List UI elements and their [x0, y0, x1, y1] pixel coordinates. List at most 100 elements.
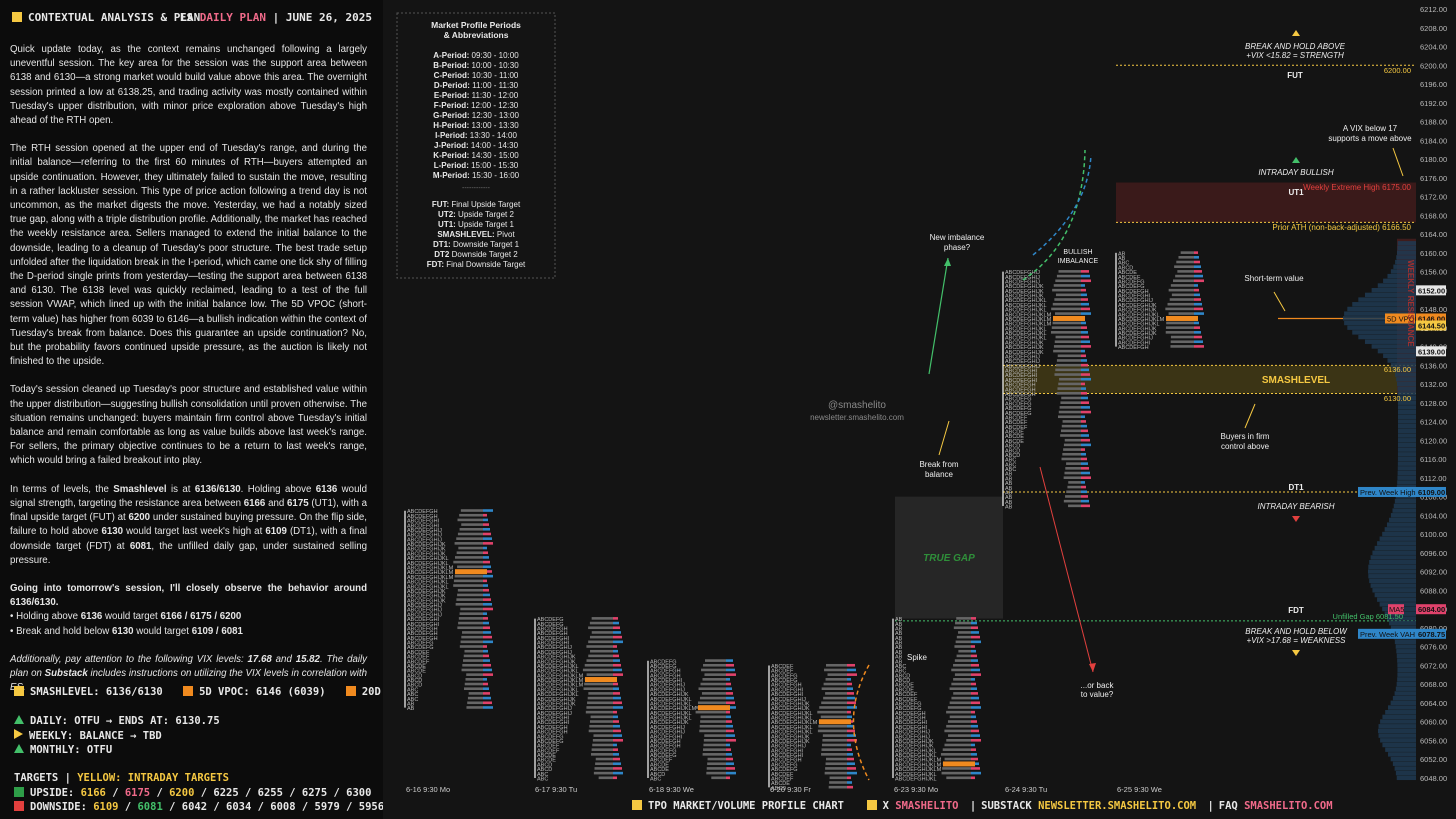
targets-title: TARGETS | YELLOW: INTRADAY TARGETS — [14, 771, 384, 786]
price-tick-label: 6204.00 — [1420, 43, 1447, 52]
tpo-count-bar — [1068, 481, 1081, 484]
tpo-letters: ABCDEFGHIJK — [771, 739, 810, 745]
tpo-count-bar — [1065, 495, 1081, 498]
tpo-letters: ABCDEFGHIJK — [1118, 331, 1157, 337]
tpo-letters: ABCD — [537, 767, 552, 773]
legend-period-value: 11:00 - 11:30 — [472, 81, 519, 90]
volume-bar — [847, 687, 853, 691]
text: would target — [102, 611, 161, 623]
volume-profile-bar — [1397, 667, 1416, 673]
volume-profile-bar — [1395, 644, 1416, 649]
tpo-letters: ABCDEF — [650, 758, 673, 764]
square-icon — [866, 800, 877, 810]
volume-bar — [1081, 495, 1088, 498]
fdt-label: FDT — [1288, 606, 1304, 615]
tpo-letters: ABCDEFGH — [407, 626, 438, 632]
volume-bar — [726, 692, 733, 695]
volume-bar — [971, 767, 980, 770]
volume-bar — [1081, 349, 1085, 353]
price-badge: 6152.00 — [1418, 286, 1445, 295]
x-handle-link[interactable]: SMASHELITO — [895, 800, 959, 812]
tpo-letters: ABCDEFGHIJKL — [407, 584, 449, 590]
volume-bar — [483, 509, 493, 512]
volume-profile-bar — [1343, 316, 1416, 321]
tpo-letters: ABCDEFGHI — [895, 720, 928, 726]
tpo-count-bar — [953, 678, 971, 681]
tpo-count-bar — [466, 673, 483, 676]
tpo-count-bar — [1056, 392, 1081, 395]
tpo-count-bar — [459, 645, 483, 648]
ut1-label: UT1 — [1288, 188, 1304, 197]
volume-bar — [483, 523, 489, 526]
text: / 6042 / 6034 / 6008 / 5979 / 5956 — [162, 801, 385, 813]
tpo-count-bar — [822, 738, 847, 742]
bold-text: Smashlevel — [113, 483, 167, 495]
tpo-count-bar — [826, 663, 847, 667]
volume-bar — [726, 696, 734, 700]
tpo-count-bar — [705, 659, 726, 662]
tpo-count-bar — [1059, 377, 1081, 381]
tpo-letters: ABC — [1005, 467, 1016, 473]
volume-profile-bar — [1397, 405, 1416, 410]
tpo-letters: ABCDEF — [771, 777, 794, 783]
volume-profile-bar — [1371, 344, 1416, 349]
substack-link[interactable]: NEWSLETTER.SMASHELITO.COM — [1038, 800, 1197, 812]
short-term-arrow — [1273, 291, 1286, 312]
tpo-count-bar — [1053, 349, 1081, 353]
tpo-count-bar — [1170, 345, 1194, 348]
volume-bar — [1081, 504, 1090, 508]
tpo-count-bar — [586, 673, 613, 676]
tpo-count-bar — [584, 663, 613, 667]
legend-period-value: 14:30 - 15:00 — [472, 151, 520, 160]
volume-profile-bar — [1397, 419, 1416, 424]
tpo-count-bar — [946, 724, 971, 728]
tpo-letters: ABCDEFGHIJK — [1005, 340, 1044, 346]
tpo-count-bar — [590, 649, 613, 653]
tpo-count-bar — [703, 748, 726, 751]
tpo-count-bar — [453, 584, 483, 587]
vix-arrow — [1392, 147, 1404, 177]
tpo-letters: ABCDEFGHIJ — [407, 608, 442, 614]
tpo-count-bar — [829, 781, 847, 784]
volume-bar — [483, 532, 491, 536]
tpo-count-bar — [1068, 504, 1081, 508]
legend-period-key: E-Period: — [434, 91, 472, 100]
legend-abbrev-key: FDT: — [427, 260, 447, 269]
smashlevel-item: SMASHLEVEL: 6136/6130 — [14, 686, 163, 698]
volume-bar — [847, 724, 854, 728]
tpo-count-bar — [1053, 284, 1081, 287]
volume-bar — [847, 682, 852, 686]
bullish-imbalance-1: BULLISH — [1063, 249, 1092, 256]
tpo-count-bar — [1180, 251, 1194, 254]
header-square-icon — [12, 12, 22, 22]
tpo-letters: ABCDEFGHIJ — [1005, 275, 1040, 281]
faq-link[interactable]: SMASHELITO.COM — [1244, 800, 1333, 812]
volume-bar — [971, 640, 981, 644]
price-tick-label: 6164.00 — [1420, 230, 1447, 239]
volume-bar — [726, 706, 736, 709]
volume-bar — [483, 593, 490, 597]
volume-bar — [1194, 326, 1200, 329]
triangle-up-icon — [1292, 30, 1300, 36]
tpo-letters: ABCDEFGHIJK — [771, 701, 810, 707]
volume-bar — [483, 560, 490, 564]
true-gap-label: TRUE GAP — [923, 553, 975, 564]
volume-profile-bar — [1394, 639, 1416, 645]
volume-bar — [971, 659, 978, 662]
tpo-letters: ABCDEFGHIJK — [407, 551, 446, 557]
volume-bar — [483, 626, 490, 630]
volume-bar — [1081, 382, 1085, 386]
tpo-count-bar — [1055, 279, 1081, 283]
tpo-letters: ABCD — [1005, 453, 1020, 459]
tpo-letters: ABCDEFGHIJKL — [771, 711, 813, 717]
price-tick-label: 6092.00 — [1420, 568, 1447, 577]
volume-profile-bar — [1397, 386, 1416, 391]
legend-period-value: 10:30 - 11:00 — [472, 71, 519, 80]
text: would signal strength, targeting the res… — [10, 483, 367, 509]
legend-abbrev: DT2 Downside Target 2 — [434, 250, 518, 259]
tpo-letters: ABCDEFGHIJ — [1005, 279, 1040, 285]
price-tick-label: 6184.00 — [1420, 136, 1447, 145]
volume-bar — [483, 631, 491, 634]
tpo-count-bar — [947, 706, 971, 709]
volume-bar — [483, 518, 488, 522]
